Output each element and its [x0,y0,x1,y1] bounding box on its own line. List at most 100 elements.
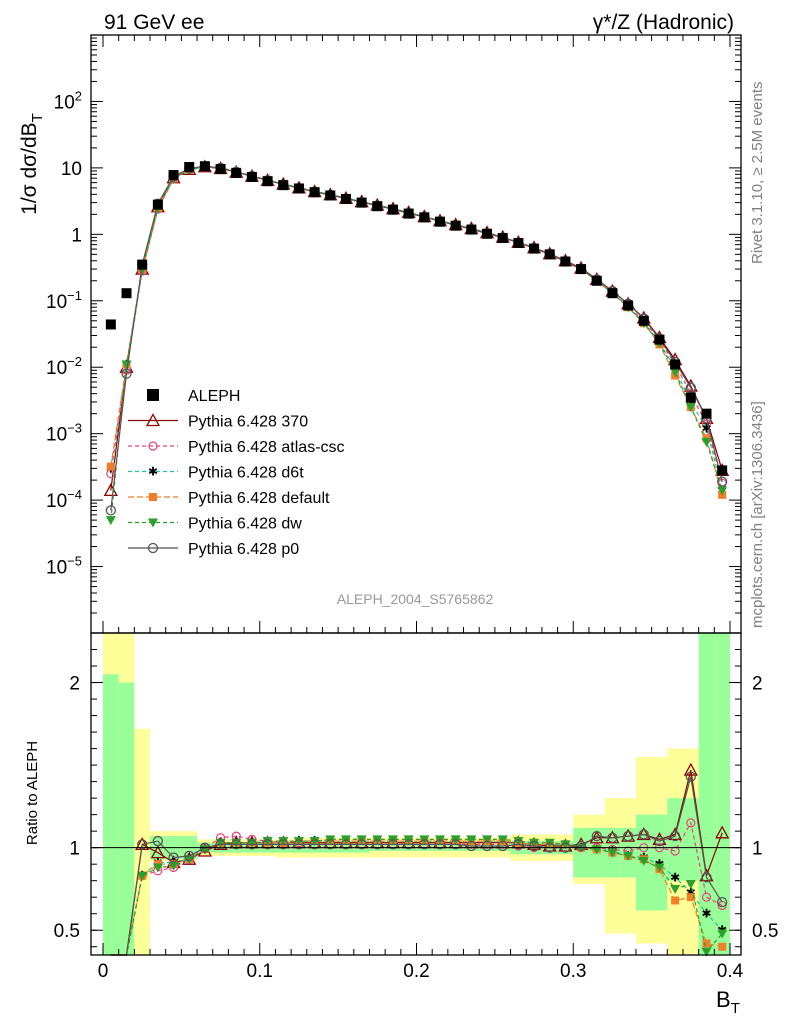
series-line-main [110,165,723,511]
data-point [105,319,116,330]
series-point [638,856,649,866]
data-point [168,170,179,181]
side-text-mcplots: mcplots.cern.ch [arXiv:1306.3436] [749,401,766,628]
series-point [184,855,195,865]
data-point [513,238,524,249]
series-point [106,462,115,471]
inner-band-bin [714,633,730,955]
y-tick-label: 10 [61,159,82,180]
x-tick-label: 0.4 [717,961,744,982]
series-point [670,846,680,856]
legend-marker-aleph [147,389,159,401]
data-point [340,194,351,205]
series-point: ✱ [701,907,711,921]
ratio-tick-label-right: 2 [752,674,763,695]
legend-label: Pythia 6.428 atlas-csc [188,439,345,456]
series-point [278,839,289,850]
data-point [121,288,132,299]
ratio-y-axis-label: Ratio to ALEPH [24,741,41,845]
data-point [717,465,728,476]
data-point [246,171,257,182]
x-tick-label: 0.1 [247,961,273,982]
legend-label: Pythia 6.428 d6t [188,465,304,482]
series-point [148,441,158,451]
data-point [215,164,226,175]
series-point [701,437,712,447]
data-point [309,187,320,198]
series-point [717,929,728,939]
data-point [137,259,148,270]
legend-label: Pythia 6.428 370 [188,414,308,431]
series-point [702,939,711,948]
series-point [638,829,649,840]
ratio-tick-label-right: 0.5 [752,921,778,942]
series-point [670,884,681,894]
series-point [340,839,352,850]
data-point [529,243,540,254]
analysis-watermark: ALEPH_2004_S5765862 [337,591,494,607]
series-point [466,835,477,845]
data-point [152,199,163,210]
series-point [325,839,336,850]
series-line-ratio [110,838,723,956]
y-tick-label: 10−1 [46,288,82,313]
ratio-tick-label-left: 2 [69,674,80,695]
series-point [607,848,618,858]
series-point [623,851,634,861]
data-point [670,359,681,370]
data-point [356,197,367,208]
series-point [701,947,712,957]
series-point [482,835,493,845]
series-point [145,413,161,427]
data-point [607,288,618,299]
y-tick-label: 10−5 [46,554,82,579]
series-point [497,840,508,852]
series-point [168,861,179,871]
y-tick-label: 102 [54,88,82,113]
data-point [372,201,383,212]
series-point [278,837,289,847]
series-point [718,942,727,951]
series-line-main [110,166,723,491]
data-point [293,183,304,194]
data-point [184,162,195,173]
series-point [105,505,116,516]
series-point [671,896,680,905]
y-tick-label: 10−2 [46,354,82,379]
y-tick-label: 1 [71,225,82,246]
legend-label: Pythia 6.428 dw [188,516,302,533]
series-point [683,378,698,392]
series-point [309,839,320,850]
series-point [150,845,165,859]
inner-band-bin [682,798,699,881]
x-tick-label: 0.2 [403,961,429,982]
series-point [685,403,696,413]
data-point [419,212,430,223]
series-point [121,368,132,379]
series-point [148,518,158,528]
series-point [372,839,383,850]
ratio-tick-label-left: 1 [69,839,80,860]
data-point [325,190,336,201]
series-point: ✱ [701,421,711,435]
series-line-ratio [110,776,723,956]
data-point [199,161,210,172]
series-point [717,476,728,487]
series-point [137,839,148,850]
legend-label: Pythia 6.428 p0 [188,541,299,558]
series-point [670,367,681,377]
series-point [513,839,524,850]
series-point [685,771,696,782]
data-point [560,256,571,267]
series-point [403,839,414,850]
series-point [560,840,571,850]
series-point [481,840,493,852]
series-point [575,840,587,852]
series-point [717,486,728,496]
series-point [497,835,508,845]
main-series-lines: ✱✱✱✱✱✱✱✱✱✱✱✱✱✱✱✱✱✱✱✱✱✱✱✱✱✱✱✱✱✱✱✱✱✱✱✱✱✱✱✱ [103,159,730,526]
x-axis-label: BT [716,987,740,1017]
data-point [591,275,602,286]
data-point [482,228,493,239]
